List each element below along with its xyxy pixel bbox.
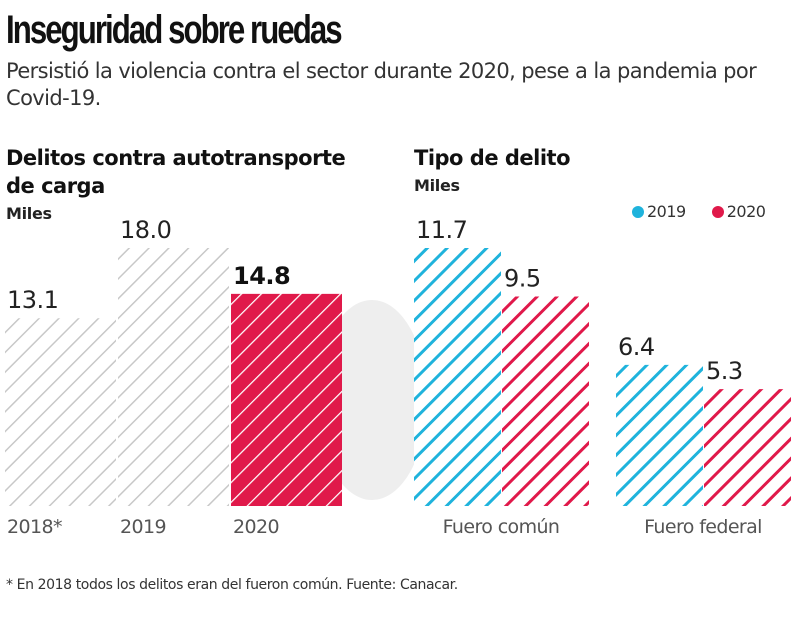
footnote: * En 2018 todos los delitos eran del fue… bbox=[6, 577, 458, 593]
chart-title: Inseguridad sobre ruedas bbox=[6, 8, 343, 52]
left-chart-title: Delitos contra autotransporte de carga bbox=[6, 146, 346, 198]
value-label: 13.1 bbox=[7, 286, 58, 314]
bar-fuero-federal-2019 bbox=[616, 364, 703, 506]
bar-fuero-federal-2020 bbox=[704, 389, 791, 506]
legend-label-2019: 2019 bbox=[647, 202, 686, 221]
bar-fuero-comun-2019 bbox=[414, 248, 501, 506]
category-label: 2019 bbox=[120, 516, 166, 538]
legend: 2019 2020 bbox=[632, 202, 766, 221]
bar-2020 bbox=[231, 293, 342, 506]
legend-item-2020: 2020 bbox=[711, 202, 766, 221]
bar-fuero-comun-2020 bbox=[502, 296, 589, 506]
legend-label-2020: 2020 bbox=[726, 202, 766, 221]
category-label: Fuero común bbox=[443, 516, 560, 538]
left-chart-bars: 13.1 2018* 18.0 2019 14.8 2020 bbox=[5, 216, 342, 538]
value-label: 9.5 bbox=[504, 265, 541, 293]
left-chart-unit: Miles bbox=[6, 204, 52, 223]
right-chart-title: Tipo de delito bbox=[414, 146, 571, 170]
bar-2019 bbox=[118, 248, 229, 506]
legend-swatch-2020 bbox=[711, 205, 724, 218]
chart-subtitle: Persistió la violencia contra el sector … bbox=[6, 59, 757, 110]
category-label: 2020 bbox=[233, 516, 279, 538]
legend-item-2019: 2019 bbox=[632, 202, 686, 221]
value-label: 11.7 bbox=[416, 216, 467, 244]
watermark-emblem bbox=[317, 300, 427, 500]
right-chart-unit: Miles bbox=[414, 176, 460, 195]
legend-swatch-2019 bbox=[632, 205, 644, 218]
value-label: 14.8 bbox=[233, 262, 290, 290]
value-label: 6.4 bbox=[618, 333, 655, 361]
value-label: 5.3 bbox=[706, 357, 743, 385]
right-chart-bars: 11.7 9.5 Fuero común 6.4 5.3 Fuero federal bbox=[414, 216, 791, 538]
bar-2018 bbox=[5, 318, 116, 506]
category-label: 2018* bbox=[7, 516, 62, 538]
watermark-shape bbox=[317, 300, 427, 500]
category-label: Fuero federal bbox=[644, 516, 762, 538]
value-label: 18.0 bbox=[120, 216, 171, 244]
